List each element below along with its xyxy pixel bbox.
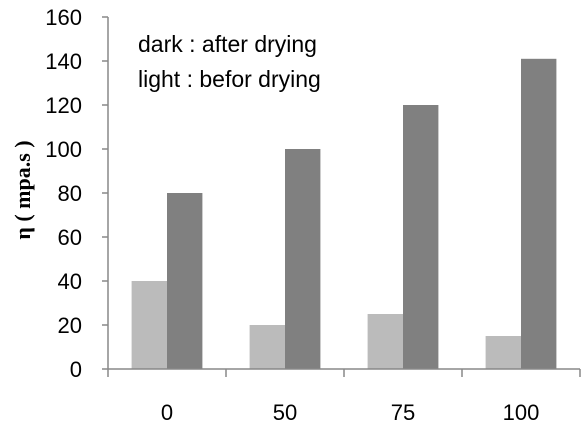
annotation-light: light : befor drying bbox=[138, 66, 321, 92]
y-tick-label: 140 bbox=[45, 49, 82, 74]
y-tick-label: 60 bbox=[58, 225, 82, 250]
bars bbox=[131, 58, 557, 370]
x-axis: 0 50 75 100 bbox=[107, 368, 581, 425]
x-tick-label: 75 bbox=[391, 400, 415, 425]
bar-series1-75 bbox=[367, 314, 403, 369]
y-tick-label: 120 bbox=[45, 93, 82, 118]
y-tick-label: 80 bbox=[58, 181, 82, 206]
x-tick-label: 100 bbox=[503, 400, 540, 425]
x-tick-label: 50 bbox=[273, 400, 297, 425]
y-tick-label: 40 bbox=[58, 269, 82, 294]
y-tick-label: 20 bbox=[58, 313, 82, 338]
bar-series1-100 bbox=[485, 336, 521, 369]
bar-series2-50 bbox=[285, 149, 321, 369]
y-axis-ticks: 0 20 40 60 80 100 120 140 160 bbox=[45, 5, 108, 382]
bar-series2-100 bbox=[521, 58, 557, 370]
x-tick-label: 0 bbox=[161, 400, 173, 425]
bar-series1-50 bbox=[249, 325, 285, 369]
bar-series2-0 bbox=[167, 193, 203, 369]
y-axis-label: η ( mpa.s ) bbox=[10, 140, 35, 239]
bar-series2-75 bbox=[403, 105, 439, 369]
bar-series1-0 bbox=[131, 281, 167, 369]
y-tick-label: 0 bbox=[70, 357, 82, 382]
y-tick-label: 100 bbox=[45, 137, 82, 162]
annotation-dark: dark : after drying bbox=[138, 31, 317, 57]
y-tick-label: 160 bbox=[45, 5, 82, 30]
